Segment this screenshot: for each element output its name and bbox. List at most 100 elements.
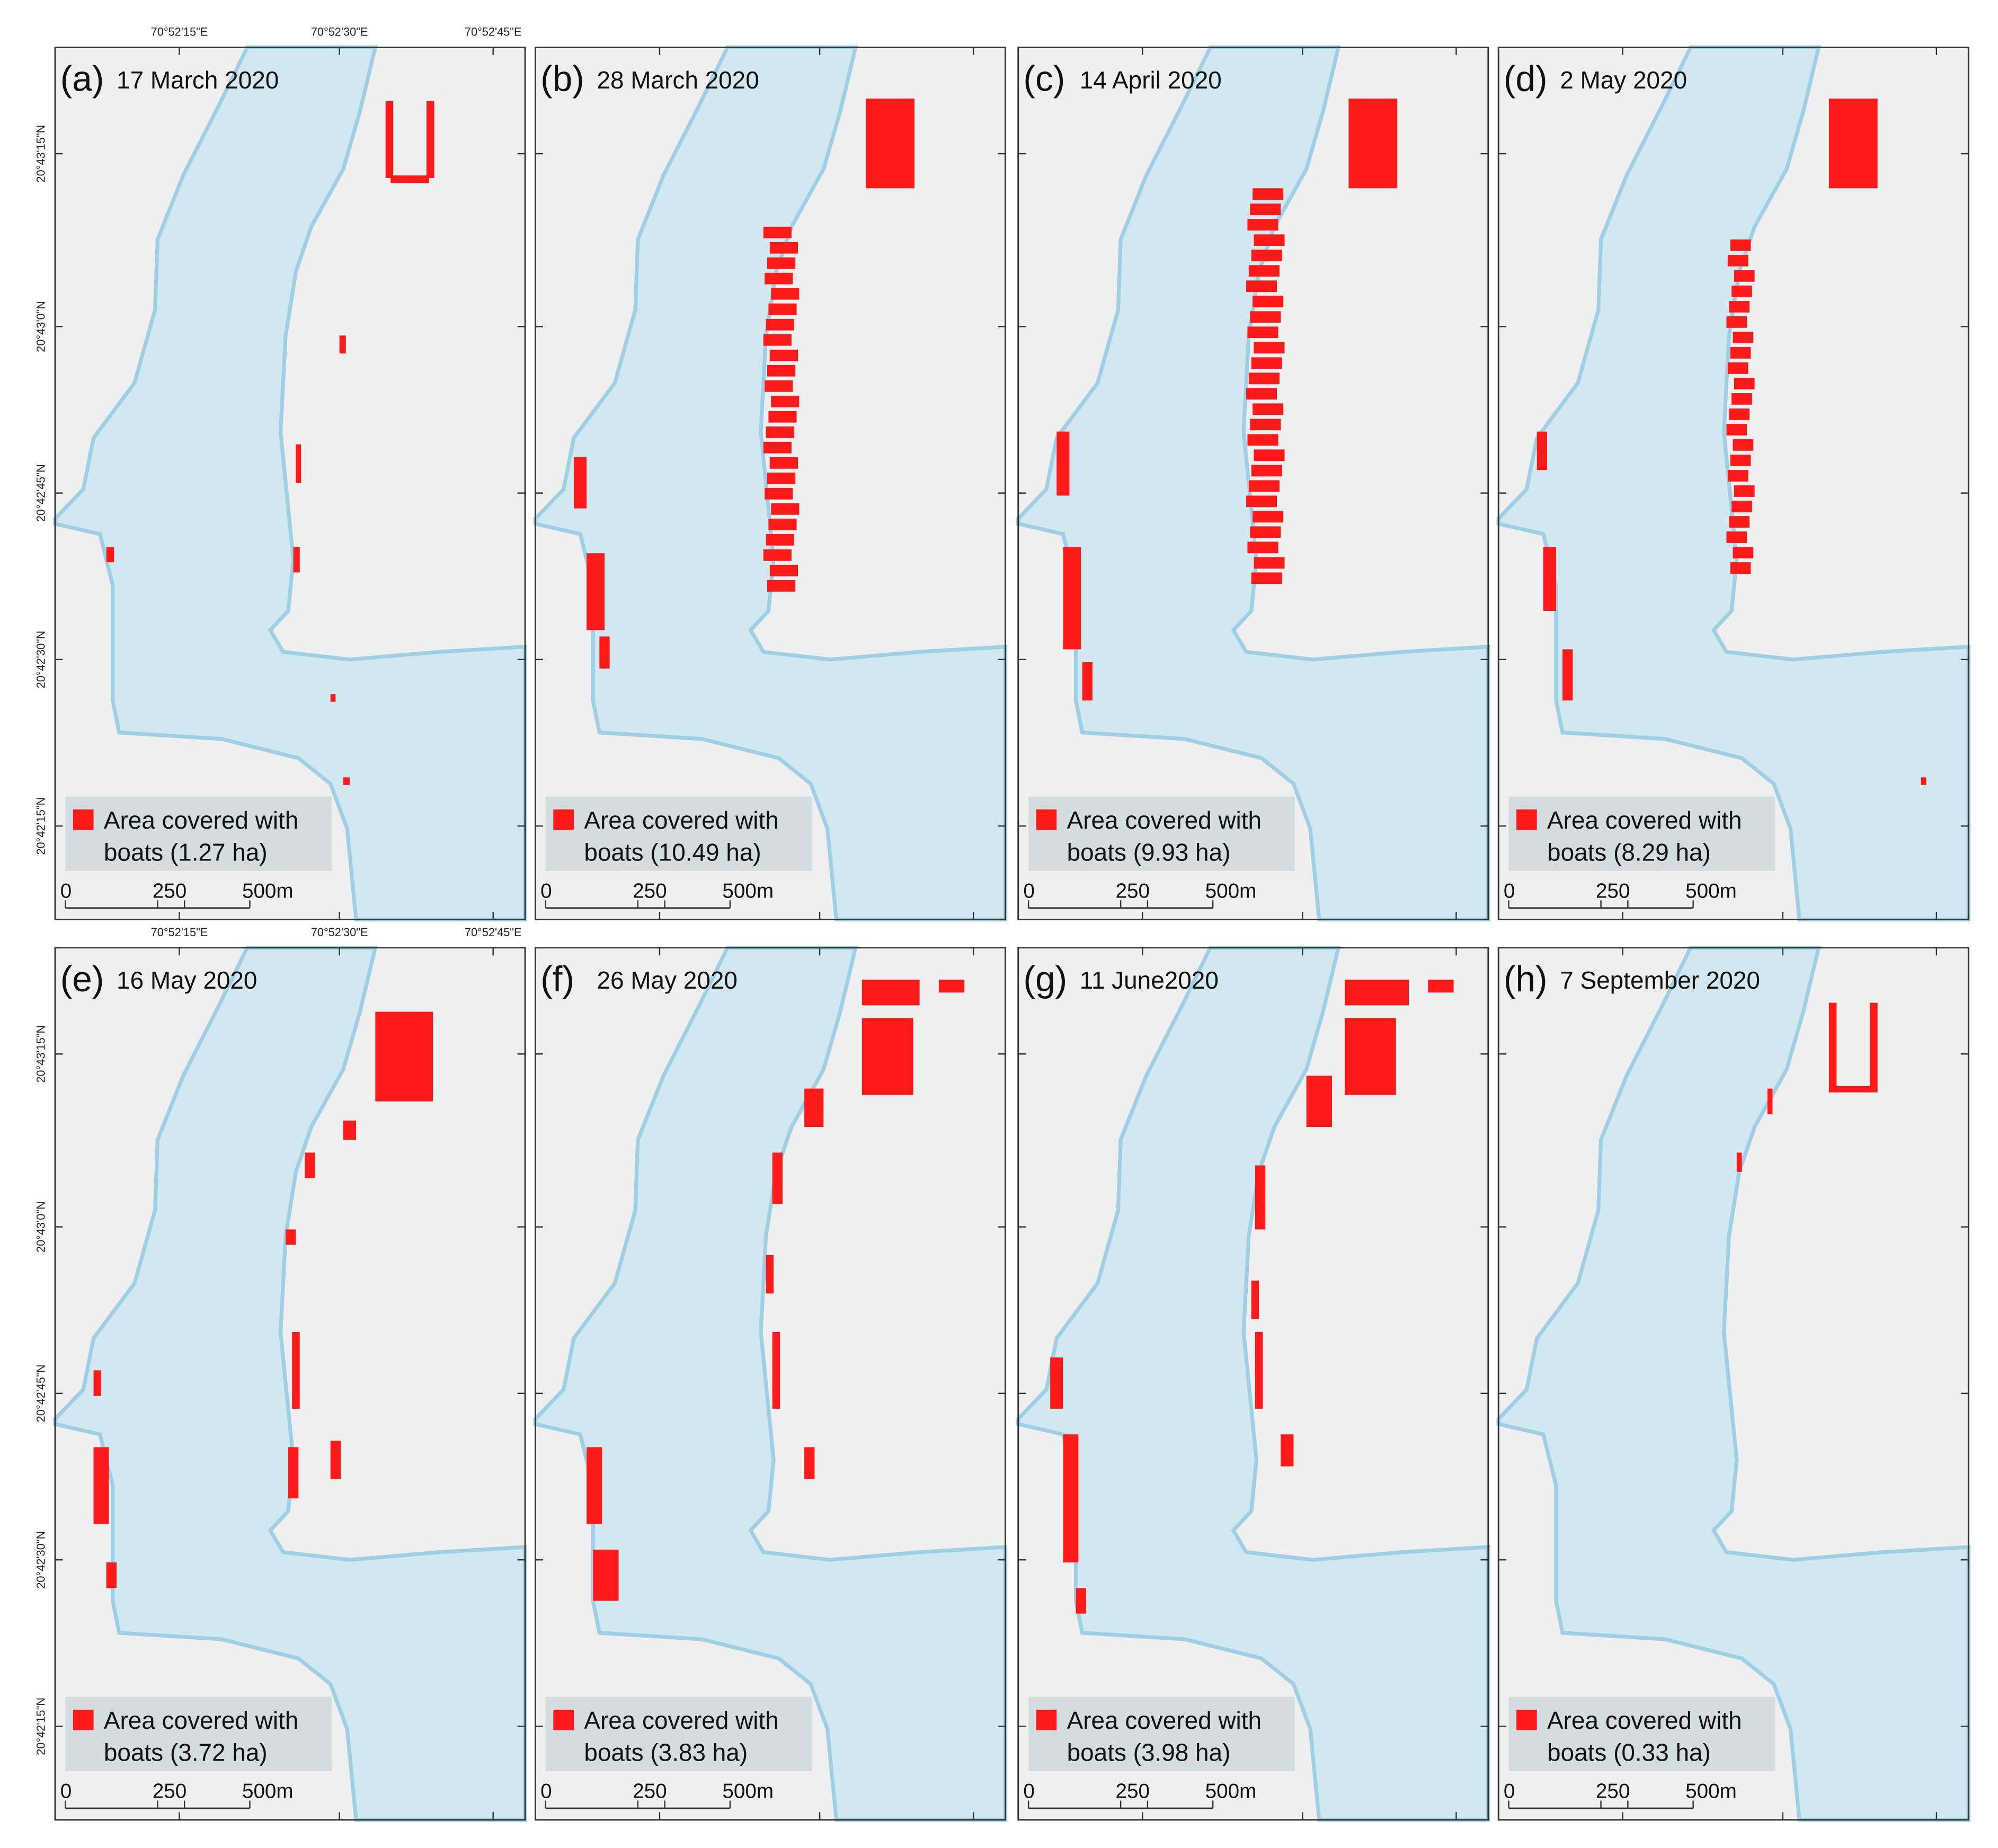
legend-swatch	[553, 1709, 574, 1730]
boat-area	[1248, 480, 1280, 492]
water	[53, 45, 527, 922]
panel-label: (f)	[540, 959, 574, 999]
boat-area	[769, 349, 798, 361]
legend-swatch	[553, 809, 574, 830]
legend-box	[1508, 1696, 1775, 1771]
scale-label: 500m	[242, 879, 294, 902]
boat-area	[1921, 777, 1926, 785]
boat-area	[1251, 357, 1282, 369]
boat-area	[1733, 547, 1754, 558]
water	[1496, 45, 1970, 922]
boat-area	[765, 272, 793, 285]
boat-area	[1828, 1002, 1837, 1092]
boat-area	[1251, 1281, 1259, 1319]
boat-area	[1076, 1588, 1086, 1614]
legend-box	[65, 796, 332, 871]
boat-area	[771, 395, 800, 407]
legend-text: Area covered with	[584, 1707, 778, 1734]
boat-area	[862, 1018, 913, 1095]
boat-area	[1726, 531, 1747, 543]
scale-label: 500m	[722, 879, 774, 902]
boat-area	[1281, 1434, 1294, 1467]
boat-area	[1543, 547, 1556, 611]
panel-label: (a)	[60, 59, 104, 99]
boat-area	[766, 426, 794, 438]
panel-label: (b)	[540, 59, 584, 99]
scale-label: 250	[1596, 879, 1630, 902]
boat-area	[768, 411, 797, 423]
water	[53, 946, 527, 1822]
boat-area	[1306, 1076, 1332, 1127]
legend-box	[1508, 796, 1775, 871]
frame	[1017, 46, 1489, 920]
legend-text: Area covered with	[1067, 806, 1262, 834]
boat-area	[1828, 99, 1878, 189]
boat-area	[862, 980, 920, 1006]
scale-label: 500m	[1205, 879, 1257, 902]
frame	[535, 947, 1007, 1821]
legend-swatch	[1036, 1709, 1057, 1730]
boat-area	[1736, 1152, 1742, 1172]
legend-box	[545, 796, 812, 871]
legend-box	[65, 1696, 332, 1771]
lat-label: 20°43'0"N	[34, 1201, 48, 1252]
legend-text: Area covered with	[584, 806, 778, 834]
boat-area	[573, 457, 587, 509]
map-panel: (d) 2 May 2020 Area covered with boats (8.2…	[1496, 45, 1970, 922]
scale-label: 250	[153, 879, 187, 902]
legend-text: Area covered with	[1067, 1707, 1262, 1734]
boat-area	[1251, 250, 1282, 262]
panel-date: 14 April 2020	[1080, 66, 1222, 94]
scale-label: 250	[1115, 879, 1150, 902]
boat-area	[1729, 408, 1750, 420]
lat-label: 20°42'15"N	[34, 1698, 48, 1755]
lat-label: 20°43'15"N	[34, 1025, 48, 1083]
panel-date: 16 May 2020	[117, 966, 257, 994]
boat-area	[1247, 219, 1278, 231]
boat-area	[763, 549, 792, 561]
lon-label: 70°52'45"E	[465, 926, 522, 939]
panel-date: 7 September 2020	[1560, 966, 1760, 994]
boat-area	[1254, 449, 1285, 461]
lat-label: 20°42'45"N	[34, 1364, 48, 1422]
boat-area	[1253, 511, 1284, 523]
scale-label: 250	[633, 879, 667, 902]
boat-area	[1727, 255, 1748, 266]
frame	[1497, 947, 1969, 1821]
boat-area	[769, 564, 798, 576]
boat-area	[1248, 265, 1280, 277]
lat-label: 20°42'30"N	[34, 1531, 48, 1589]
boat-area	[766, 1255, 774, 1294]
scale-label: 500m	[1205, 1780, 1257, 1803]
scale-label: 0	[1504, 1780, 1515, 1803]
panel-label: (c)	[1023, 59, 1065, 99]
boat-area	[1537, 431, 1548, 470]
boat-area	[1247, 326, 1278, 339]
frame	[54, 46, 526, 920]
boat-area	[1726, 316, 1747, 328]
boat-area	[1250, 526, 1281, 538]
legend-area: boats (3.83 ha)	[584, 1739, 748, 1766]
lat-label: 20°42'45"N	[34, 464, 48, 522]
boat-area	[286, 1229, 296, 1245]
boat-area	[1734, 270, 1755, 282]
legend-text: Area covered with	[1547, 806, 1742, 834]
boat-area	[804, 1088, 824, 1127]
lat-label: 20°43'15"N	[34, 125, 48, 183]
scale-label: 500m	[1685, 1780, 1737, 1803]
boat-area	[1834, 1086, 1873, 1092]
panel-date: 17 March 2020	[117, 66, 279, 94]
boat-area	[106, 1562, 117, 1588]
water	[1496, 946, 1970, 1822]
boat-area	[1730, 562, 1751, 574]
legend-area: boats (10.49 ha)	[584, 838, 761, 866]
legend-text: Area covered with	[104, 806, 298, 834]
boat-area	[1254, 557, 1285, 569]
legend-box	[545, 1696, 812, 1771]
panel-date: 2 May 2020	[1560, 66, 1687, 94]
frame	[54, 947, 526, 1821]
frame	[1017, 947, 1489, 1821]
map-panel: (c) 14 April 2020 Area covered with boats (…	[1016, 45, 1490, 922]
